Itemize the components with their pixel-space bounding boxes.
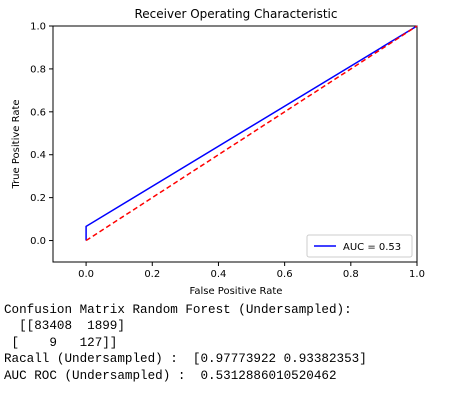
x-axis-label: False Positive Rate [190, 286, 283, 297]
output-line: Racall (Undersampled) : [0.97773922 0.93… [4, 352, 367, 367]
legend: AUC = 0.53 [306, 234, 413, 258]
series-lines [85, 25, 418, 242]
console-output: Confusion Matrix Random Forest (Undersam… [4, 302, 367, 384]
x-tick-label: 0.8 [343, 269, 359, 280]
y-tick-label: 0.4 [30, 150, 46, 161]
chart-title: Receiver Operating Characteristic [134, 7, 337, 21]
x-tick-label: 0.4 [211, 269, 227, 280]
y-tick-label: 0.8 [30, 64, 46, 75]
output-line: Confusion Matrix Random Forest (Undersam… [4, 303, 352, 317]
diagonal-reference-line [85, 25, 418, 242]
legend-label: AUC = 0.53 [343, 242, 401, 253]
roc-curve-line [85, 25, 418, 241]
output-line: [[83408 1899] [4, 319, 125, 334]
y-tick-label: 0.6 [30, 107, 46, 118]
output-line: AUC ROC (Undersampled) : 0.5312886010520… [4, 368, 337, 383]
axis-ticks: 0.0 0.2 0.4 0.6 0.8 1.0 0.0 0.2 0.4 0.6 0.8 1.0 [30, 22, 425, 281]
y-tick-label: 0.0 [30, 236, 46, 247]
legend-box [306, 234, 413, 258]
roc-chart: Receiver Operating Characteristic 0.0 0.2… [11, 7, 425, 297]
y-axis-label: True Positive Rate [11, 99, 22, 189]
output-line: [ 9 127]] [4, 335, 118, 350]
x-tick-label: 0.6 [277, 269, 293, 280]
y-tick-label: 0.2 [30, 193, 46, 204]
y-tick-label: 1.0 [30, 22, 46, 33]
x-tick-label: 0.2 [144, 269, 160, 280]
x-tick-label: 1.0 [409, 269, 425, 280]
x-tick-label: 0.0 [78, 269, 94, 280]
